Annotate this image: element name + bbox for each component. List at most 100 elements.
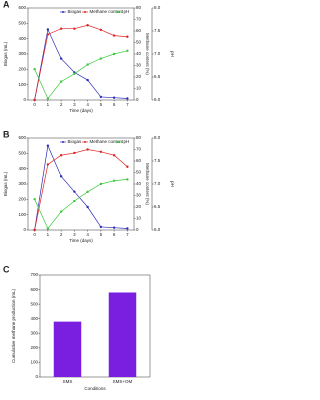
series-line [34,144,128,231]
tick-label: 20 [136,204,142,209]
tick-label: 50 [136,40,142,45]
tick-label: 6.5 [154,204,161,209]
x-tick-label: 5 [100,232,103,237]
point [86,78,89,82]
bar [53,321,82,377]
point [99,95,103,99]
bar [108,292,137,377]
point [59,175,63,178]
point [46,227,50,230]
panel-label: C [3,264,10,274]
tick-label: 40 [136,51,142,56]
tick-label: 10 [136,216,142,221]
tick-label: 6.0 [154,97,161,102]
tick-label: 70 [136,17,142,22]
legend-marker [84,11,86,13]
y3-axis-label: pH [170,181,175,187]
point [112,226,116,229]
y-axis-label: Cumulative methane production (mL) [11,288,16,363]
point [86,190,89,194]
point [46,163,50,166]
series-line [34,28,128,101]
tick-label: 300 [18,181,26,186]
tick-label: 30 [136,63,142,68]
tick-label: 500 [18,21,26,26]
tick-label: 600 [30,287,38,292]
x-tick-label: 5 [100,102,103,107]
point [112,179,116,182]
tick-label: 0 [136,227,139,232]
point [99,28,103,32]
point [46,97,50,100]
point [99,150,103,153]
tick-label: 200 [30,345,38,350]
x-tick-label: 7 [126,102,129,107]
point [126,97,129,100]
tick-label: 200 [18,67,26,72]
point [86,205,89,209]
x-tick-label: 6 [113,232,116,237]
point [33,197,36,201]
figure: A0100200300400500600010203040506070806.0… [3,0,175,391]
x-tick-label: 1 [47,232,50,237]
point [126,49,129,52]
point [112,34,116,37]
point [99,225,103,229]
tick-label: 8.0 [154,5,161,10]
tick-label: 300 [18,51,26,56]
point [112,96,116,99]
point [126,227,129,230]
tick-label: 7.5 [154,28,161,33]
point [99,57,103,60]
legend-label: pH [124,9,130,14]
tick-label: 0 [136,97,139,102]
y-axis-label: Biogas (mL) [3,171,8,196]
tick-label: 6.0 [154,227,161,232]
point [59,57,63,60]
tick-label: 60 [136,158,142,163]
point [126,178,129,181]
tick-label: 7.5 [154,158,161,163]
x-tick-label: 2 [60,232,63,237]
tick-label: 500 [18,151,26,156]
tick-label: 400 [30,316,38,321]
point [86,63,89,66]
point [126,165,129,168]
legend-label: Methane content [90,9,124,14]
point [33,67,36,71]
point [86,148,89,151]
tick-label: 500 [30,301,38,306]
point [73,27,76,30]
y2-axis-label: Methane content (%) [145,163,150,205]
x-tick-label: 4 [86,232,89,237]
point [33,98,36,102]
x-tick-label: 7 [126,232,129,237]
point [59,80,63,83]
tick-label: 0 [35,374,38,379]
panel-label: B [3,129,10,139]
series-line [34,24,128,101]
tick-label: 200 [18,197,26,202]
x-tick-label: SMS [63,379,73,384]
legend-label: Biogas [68,9,83,14]
point [126,35,129,38]
x-tick-label: 3 [73,102,76,107]
tick-label: 700 [30,272,38,277]
tick-label: 50 [136,170,142,175]
point [46,28,50,31]
tick-label: 6.5 [154,74,161,79]
tick-label: 600 [18,5,26,10]
x-axis-label: Time (days) [69,108,93,113]
legend-marker [118,11,120,13]
panel-label: A [3,0,10,9]
point [112,154,116,157]
legend-marker [118,141,120,143]
tick-label: 10 [136,86,142,91]
tick-label: 7.0 [154,181,161,186]
point [112,52,116,56]
tick-label: 8.0 [154,135,161,140]
tick-label: 70 [136,147,142,152]
point [73,72,76,75]
x-tick-label: 2 [60,102,63,107]
tick-label: 100 [18,212,26,217]
